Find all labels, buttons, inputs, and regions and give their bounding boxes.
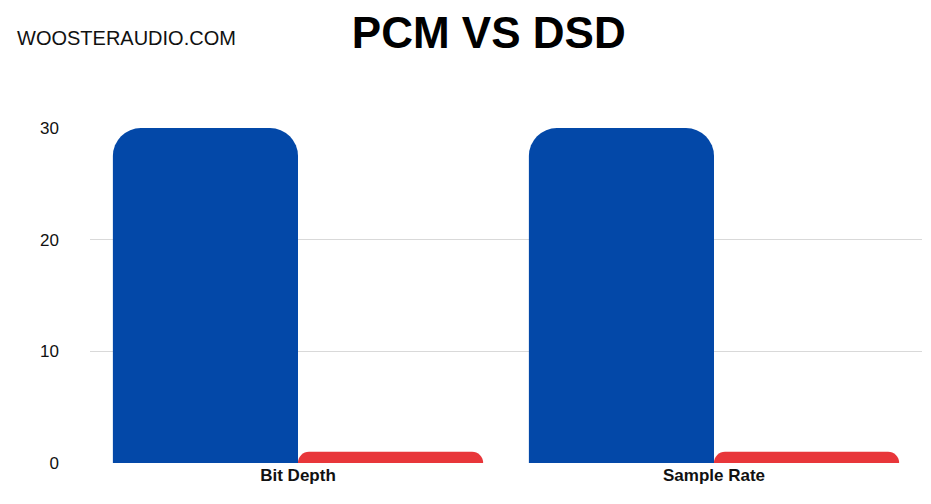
svg-text:30: 30 <box>40 119 59 138</box>
svg-text:WOOSTERAUDIO.COM: WOOSTERAUDIO.COM <box>17 27 236 49</box>
svg-text:Bit Depth: Bit Depth <box>260 466 336 485</box>
svg-text:20: 20 <box>40 231 59 250</box>
svg-text:PCM VS DSD: PCM VS DSD <box>352 8 626 57</box>
svg-text:Sample Rate: Sample Rate <box>663 466 765 485</box>
svg-text:0: 0 <box>50 454 59 473</box>
svg-text:10: 10 <box>40 342 59 361</box>
